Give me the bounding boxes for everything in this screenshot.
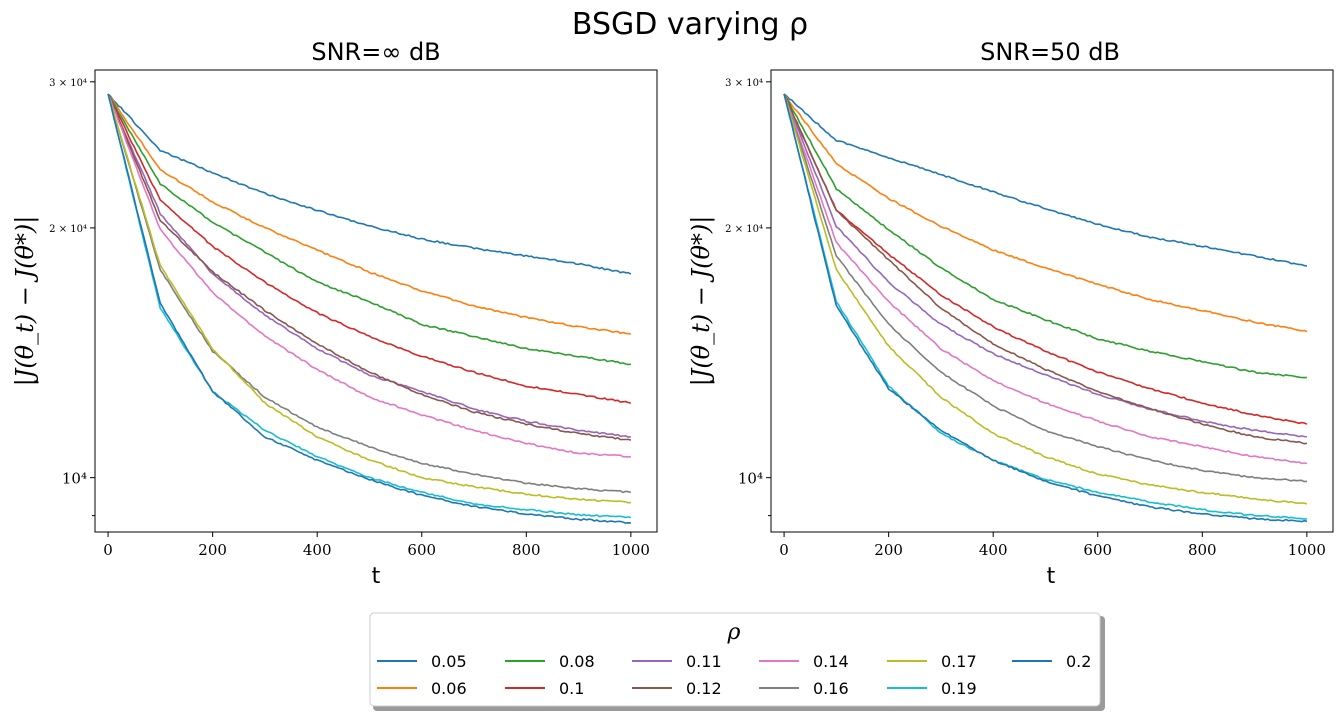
series-line-0-1 (107, 93, 632, 404)
legend-box (369, 612, 1101, 707)
panel-snr-infinity: SNR=∞ dB 0 200 400 600 800 1000 3 × 10⁴ 2 × 10… (11, 38, 658, 589)
legend-entry-0-08: 0.08 (505, 652, 595, 671)
y-tick-label: 2 × 10⁴ (725, 224, 763, 235)
x-tick-label: 1000 (612, 541, 650, 559)
series-line-0-06 (783, 93, 1308, 333)
series-line-0-06 (107, 93, 632, 335)
x-tick-label: 600 (1083, 541, 1112, 559)
x-ticks: 0 200 400 600 800 1000 (779, 532, 1326, 559)
series-line-0-2 (783, 93, 1308, 523)
series-line-0-11 (783, 93, 1307, 438)
legend-entry-0-2: 0.2 (1012, 652, 1091, 671)
series-line-0-14 (107, 93, 631, 458)
series-layer (107, 93, 632, 524)
series-line-0-19 (107, 93, 632, 519)
legend-label: 0.05 (431, 652, 467, 671)
y-ticks: 3 × 10⁴ 2 × 10⁴ 10⁴ (725, 78, 771, 517)
figure-suptitle: BSGD varying ρ (572, 7, 808, 42)
x-tick-label: 800 (512, 541, 541, 559)
y-tick-label: 10⁴ (62, 470, 87, 488)
x-ticks: 0 200 400 600 800 1000 (103, 532, 650, 559)
legend-entry-0-16: 0.16 (759, 679, 849, 698)
series-line-0-19 (783, 93, 1307, 520)
y-tick-label: 3 × 10⁴ (725, 78, 763, 89)
series-line-0-16 (107, 93, 632, 494)
x-tick-label: 1000 (1288, 541, 1326, 559)
legend-label: 0.17 (941, 652, 977, 671)
series-line-0-17 (783, 93, 1308, 505)
legend-label: 0.16 (813, 679, 849, 698)
y-axis-label: |J(θ_t) − J(θ*)| (687, 216, 716, 387)
legend-entry-0-17: 0.17 (887, 652, 977, 671)
x-tick-label: 800 (1188, 541, 1217, 559)
series-line-0-2 (107, 93, 631, 524)
legend-label: 0.08 (559, 652, 595, 671)
series-layer (783, 93, 1308, 523)
legend-entry-0-19: 0.19 (887, 679, 977, 698)
legend-label: 0.19 (941, 679, 977, 698)
x-axis-label: t (372, 564, 381, 589)
legend-entry-0-11: 0.11 (632, 652, 722, 671)
x-tick-label: 400 (979, 541, 1008, 559)
legend-label: 0.11 (686, 652, 722, 671)
y-tick-label: 3 × 10⁴ (49, 78, 87, 89)
legend-entry-0-12: 0.12 (632, 679, 722, 698)
x-tick-label: 200 (874, 541, 903, 559)
legend-label: 0.14 (813, 652, 849, 671)
panel-title: SNR=50 dB (980, 38, 1120, 66)
series-line-0-1 (783, 93, 1308, 425)
series-line-0-08 (783, 93, 1307, 379)
series-line-0-11 (107, 93, 631, 438)
plot-frame (94, 69, 658, 533)
y-tick-label: 2 × 10⁴ (49, 224, 87, 235)
legend-label: 0.12 (686, 679, 722, 698)
legend-label: 0.2 (1066, 652, 1091, 671)
x-tick-label: 400 (303, 541, 332, 559)
legend-label: 0.1 (559, 679, 584, 698)
legend-entry-0-1: 0.1 (505, 679, 584, 698)
series-line-0-12 (783, 93, 1308, 445)
x-tick-label: 200 (198, 541, 227, 559)
y-ticks: 3 × 10⁴ 2 × 10⁴ 10⁴ (49, 78, 95, 517)
x-tick-label: 0 (779, 541, 789, 559)
series-line-0-05 (783, 93, 1307, 267)
legend-entry-0-06: 0.06 (377, 679, 467, 698)
legend-entry-0-14: 0.14 (759, 652, 849, 671)
legend-label: 0.06 (431, 679, 467, 698)
legend-entry-0-05: 0.05 (377, 652, 467, 671)
y-axis-label: |J(θ_t) − J(θ*)| (11, 216, 40, 387)
series-line-0-16 (783, 93, 1307, 483)
panel-title: SNR=∞ dB (311, 38, 440, 66)
series-line-0-12 (107, 93, 632, 441)
panel-snr-50: SNR=50 dB 0 200 400 600 800 1000 3 × 10⁴ 2 × 1… (687, 38, 1334, 589)
series-line-0-08 (107, 93, 631, 366)
series-line-0-14 (783, 93, 1308, 465)
series-line-0-17 (107, 93, 631, 504)
series-line-0-05 (107, 93, 632, 275)
x-tick-label: 600 (407, 541, 436, 559)
x-tick-label: 0 (103, 541, 113, 559)
legend: ρ 0.05 0.06 0.08 0.1 0.11 0.12 0.14 0.16 0.17 0.1… (369, 612, 1105, 711)
plot-frame (770, 69, 1334, 533)
y-tick-label: 10⁴ (738, 470, 763, 488)
x-axis-label: t (1047, 564, 1056, 589)
legend-items: 0.05 0.06 0.08 0.1 0.11 0.12 0.14 0.16 0.17 0.19 0… (377, 652, 1091, 698)
legend-title: ρ (727, 620, 741, 645)
